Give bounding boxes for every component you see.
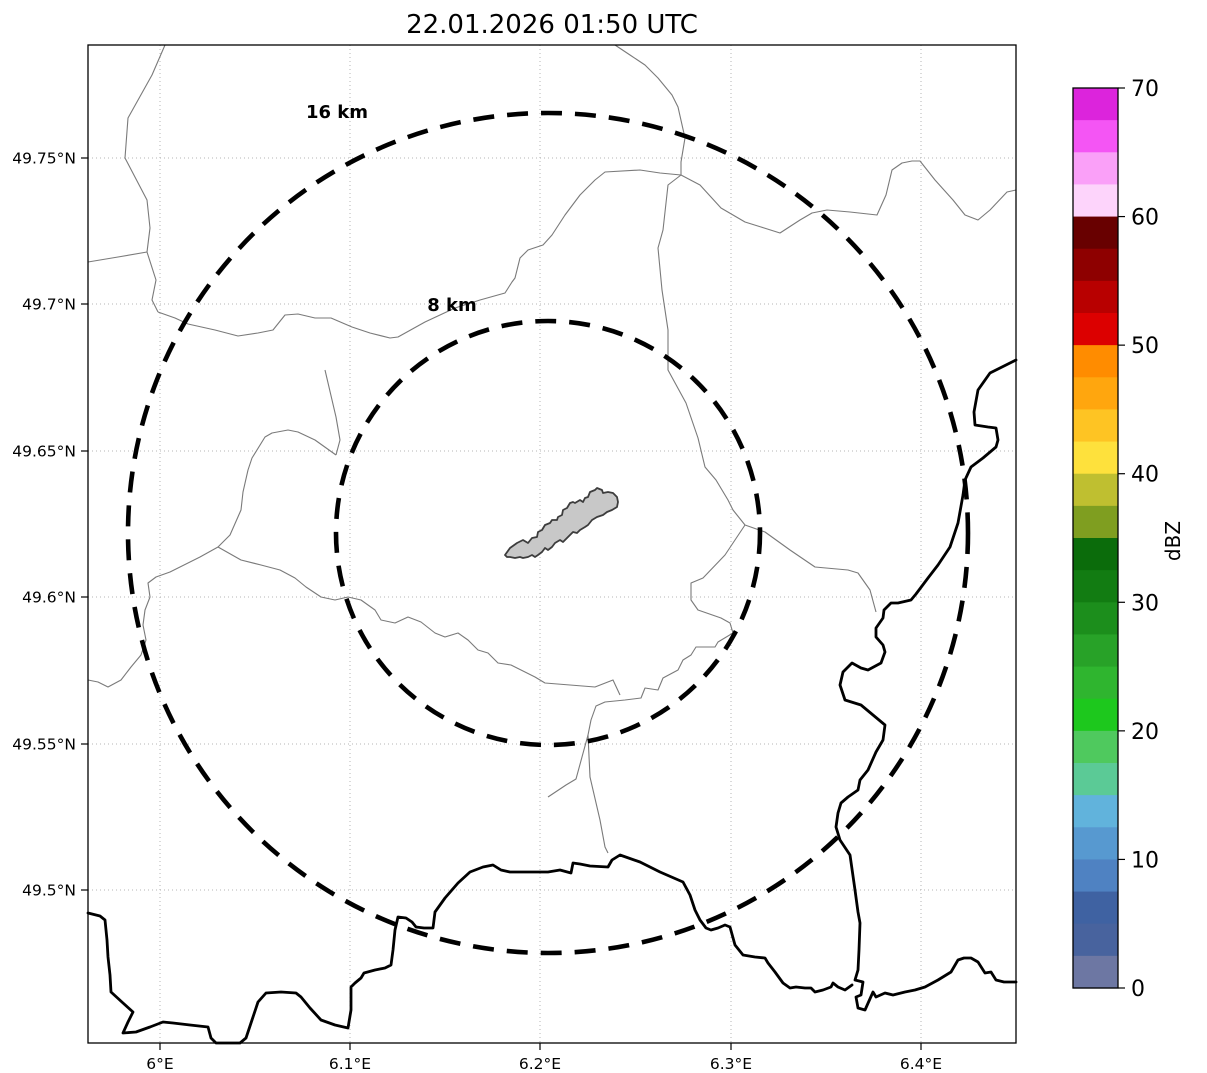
range-ring-layer: 16 km 8 km [125,102,971,956]
range-ring-label: 8 km [427,295,477,316]
colorbar-axis-label: dBZ [1161,521,1185,561]
colorbar-segment [1073,184,1118,218]
colorbar-segment [1073,377,1118,411]
colorbar-segment [1073,280,1118,314]
admin-border-line [587,524,746,854]
axis-layer: 6°E 6.1°E 6.2°E 6.3°E 6.4°E 49.75°N 49.7°N 49.6… [12,44,1017,1073]
admin-border-line [324,369,341,456]
range-ring [125,110,971,956]
admin-border-line [87,429,337,688]
colorbar-segment [1073,248,1118,282]
colorbar-segment [1073,602,1118,636]
colorbar-segment [1073,891,1118,925]
range-ring [333,318,763,748]
colorbar-outline [1072,87,1119,989]
colorbar-segment [1073,120,1118,153]
y-tick-label: 49.55°N [12,736,76,754]
y-tick-label: 49.65°N [12,443,76,461]
admin-border-line [157,169,682,339]
map-layer [86,44,1018,1045]
colorbar-tick-label: 40 [1131,463,1159,488]
colorbar-segment [1073,923,1118,957]
colorbar-segment [1073,827,1118,861]
colorbar-segment [1073,538,1118,571]
colorbar-tick-label: 20 [1131,720,1159,745]
colorbar-tick-label: 60 [1131,206,1159,231]
admin-border-line [217,546,621,696]
colorbar-segment [1073,634,1118,668]
colorbar-segment [1073,409,1118,443]
x-tick-label: 6.1°E [329,1055,371,1073]
x-tick-label: 6°E [146,1055,173,1073]
y-tick-label: 49.75°N [12,150,76,168]
colorbar-segment [1073,313,1118,346]
colorbar-segment [1073,666,1118,700]
colorbar-segment [1073,441,1118,475]
country-border-line [834,358,1018,1012]
colorbar-segment [1073,473,1118,507]
grid-layer [88,45,1016,1043]
admin-border-line [657,174,746,526]
colorbar-segment [1073,216,1118,250]
colorbar-segment [1073,505,1118,539]
admin-border-line [614,44,686,175]
y-tick-label: 49.7°N [22,296,76,314]
x-tick-label: 6.4°E [900,1055,942,1073]
x-tick-label: 6.2°E [519,1055,561,1073]
colorbar-tick-label: 10 [1131,848,1159,873]
admin-border-line [124,44,166,313]
city-area-polygon [504,487,619,559]
colorbar-segment [1073,859,1118,893]
y-tick-label: 49.5°N [22,882,76,900]
colorbar-segment [1073,763,1118,796]
admin-border-line [87,251,148,263]
colorbar-segment [1073,730,1118,764]
y-tick-label: 49.6°N [22,589,76,607]
colorbar-segment [1073,570,1118,603]
colorbar-tick-label: 70 [1131,77,1159,102]
admin-border-line [547,734,589,798]
colorbar-tick-label: 0 [1131,977,1145,1002]
colorbar-segment [1073,152,1118,186]
plot-title: 22.01.2026 01:50 UTC [406,10,698,40]
country-border-line [86,853,854,1045]
colorbar-segment [1073,795,1118,828]
colorbar: 70 60 50 40 30 20 10 0 [1072,77,1159,1002]
plot-frame [87,44,1017,1044]
colorbar-tick-label: 30 [1131,591,1159,616]
colorbar-tick-label: 50 [1131,334,1159,359]
colorbar-segment [1073,345,1118,378]
colorbar-segment [1073,698,1118,732]
range-ring-label: 16 km [306,102,368,123]
admin-border-line [680,160,1017,234]
x-tick-label: 6.3°E [710,1055,752,1073]
admin-border-line [744,524,877,613]
colorbar-segment [1073,955,1118,989]
colorbar-segment [1073,88,1118,121]
